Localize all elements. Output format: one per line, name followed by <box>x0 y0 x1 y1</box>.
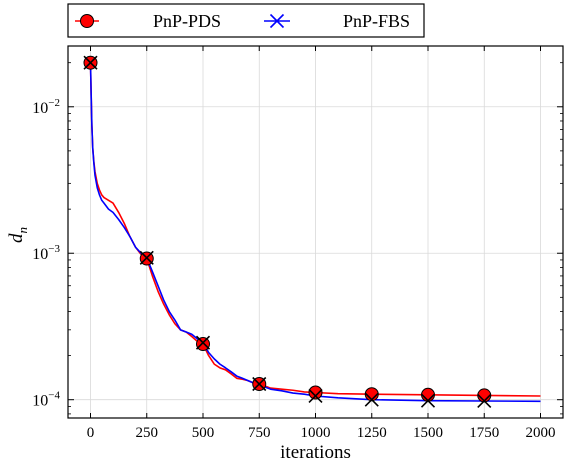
marker-x-stroke <box>308 388 323 404</box>
marker-pnp-pds <box>196 337 210 352</box>
y-tick-label: 10−4 <box>32 390 60 410</box>
marker-pnp-fbs <box>477 393 492 409</box>
marker-x-stroke <box>139 250 154 265</box>
x-tick-label: 1000 <box>301 425 331 441</box>
x-tick-label: 250 <box>136 425 159 441</box>
legend-swatch-pnp-fbs <box>264 13 290 29</box>
y-tick-label: 10−2 <box>32 97 60 117</box>
svg-text:dn: dn <box>6 227 30 243</box>
x-axis-label: iterations <box>280 442 351 463</box>
marker-pnp-fbs <box>364 392 379 407</box>
marker-pnp-fbs <box>420 393 436 408</box>
marker-x-stroke <box>195 335 211 350</box>
x-tick-label: 750 <box>248 425 271 441</box>
y-tick-label: 10−3 <box>32 243 60 263</box>
marker-pnp-fbs <box>83 55 98 70</box>
x-tick-label: 0 <box>87 425 95 441</box>
y-axis-label-subscript: n <box>15 227 30 234</box>
series-lines <box>89 62 541 403</box>
marker-pnp-pds <box>421 387 435 402</box>
marker-pnp-pds <box>308 385 323 400</box>
y-axis-label-main: d <box>6 233 27 243</box>
y-axis-label: dn <box>6 227 30 243</box>
legend-frame <box>67 3 425 38</box>
marker-pnp-fbs <box>308 388 323 404</box>
x-tick-label: 2000 <box>526 425 556 441</box>
legend-marker-pnp-pds <box>80 14 94 28</box>
gridlines <box>68 46 563 418</box>
x-axis: 0 250 500 750 1000 1250 1500 1750 2000 <box>87 46 556 441</box>
marker-x-stroke <box>252 376 267 392</box>
marker-x-stroke <box>477 393 492 409</box>
legend: PnP-PDS PnP-FBS <box>67 3 425 38</box>
x-tick-label: 500 <box>192 425 215 441</box>
marker-x-stroke <box>83 55 98 70</box>
series-line-pnp-fbs <box>89 62 541 403</box>
legend-swatch-pnp-pds <box>75 14 99 28</box>
x-tick-label: 1500 <box>413 425 443 441</box>
marker-x-stroke <box>269 13 285 29</box>
marker-x-stroke <box>364 392 379 407</box>
marker-pnp-fbs <box>252 376 267 392</box>
x-tick-label: 1250 <box>357 425 387 441</box>
y-axis: 10−4 10−3 10−2 <box>32 62 563 415</box>
marker-pnp-fbs <box>139 250 154 265</box>
marker-x-stroke <box>420 393 436 408</box>
legend-label-pnp-fbs: PnP-FBS <box>343 11 410 31</box>
markers <box>83 55 492 409</box>
legend-label-pnp-pds: PnP-PDS <box>153 11 221 31</box>
marker-pnp-fbs <box>195 335 211 350</box>
legend-marker-pnp-fbs <box>269 13 285 29</box>
x-tick-label: 1750 <box>469 425 499 441</box>
